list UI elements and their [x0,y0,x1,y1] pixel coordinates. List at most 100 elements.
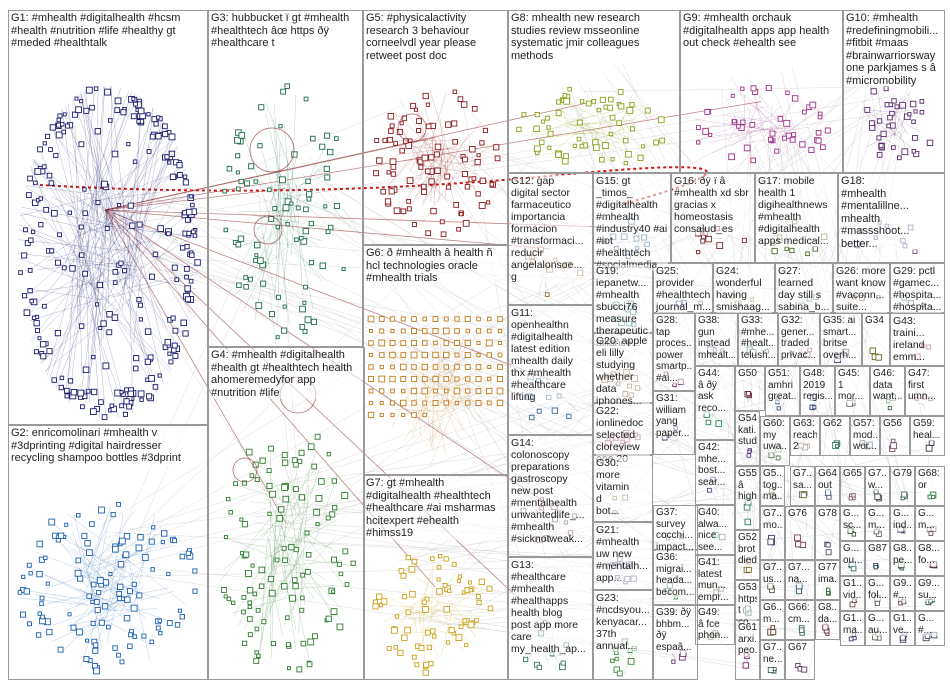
node-g7 [458,624,464,630]
node-g4 [241,595,247,600]
intra-group-edge [21,207,142,230]
node-g5 [444,173,451,180]
node-g1 [40,341,47,348]
group-box-g13: G13: #healthcare #mhealth #healthapps he… [508,557,593,680]
node-g4 [297,459,303,465]
node-g6 [421,387,429,395]
node-g6 [389,316,396,322]
node-g10 [907,112,912,117]
intra-group-edge [110,86,134,291]
group-label-g87: G87 [868,543,887,555]
node-g3 [276,294,281,300]
intra-group-edge [264,519,337,560]
intra-group-edge [668,439,678,448]
node-g11 [566,413,572,419]
node-g65 [848,496,853,501]
node-g1 [23,227,28,233]
node-g1 [51,209,58,217]
intra-group-edge [265,102,301,197]
node-g2 [45,581,50,586]
node-g2 [174,622,181,628]
node-g6 [400,340,407,346]
node-g6 [411,412,417,418]
node-g3 [260,280,267,287]
node-g4 [245,570,252,577]
hub-edge [104,188,286,211]
node-g4 [281,545,287,551]
intra-group-edge [275,170,278,180]
intra-group-edge [104,588,168,601]
intra-group-edge [449,168,460,184]
intra-group-edge [278,544,313,588]
intra-group-edge [259,480,291,546]
node-g1 [79,404,85,410]
node-g7 [401,594,408,600]
intra-group-edge [290,215,295,256]
intra-group-edge [412,142,433,149]
group-label-g76: G76 [788,508,812,520]
node-g7 [468,587,473,593]
intra-group-edge [87,279,172,370]
node-g2 [36,540,44,548]
intra-group-edge [80,87,121,249]
node-g8 [618,103,625,110]
group-box-g44: G44: â ðÿ ask reco... [695,366,735,440]
node-g6 [389,400,396,406]
node-g1 [61,265,67,271]
group-label-g15: G15: gt _timos_ #digitalhealth #mhealth … [596,175,668,271]
group-label-g1: G1: #mhealth #digitalhealth #hcsm #healt… [11,12,205,50]
node-g4 [268,445,274,452]
node-g67 [801,666,808,673]
node-g8 [610,157,615,162]
intra-group-edge [72,531,100,608]
intra-group-edge [436,377,464,430]
node-g5 [416,128,422,133]
node-g5 [380,188,386,195]
intra-group-edge [545,115,613,138]
node-g1 [69,265,76,272]
node-g5 [406,206,412,212]
node-g2 [161,530,168,537]
group-box-g14: G14: colonoscopy preparations gastroscop… [508,435,593,557]
node-g1 [57,232,62,238]
node-g5 [376,157,383,164]
group-label-g28: G28: tap proces... power smartp... #ai..… [656,315,692,384]
node-g4 [270,641,276,647]
node-g1 [106,310,113,318]
node-g8 [629,126,636,132]
node-g4 [306,661,313,668]
node-g6 [401,388,406,394]
intra-group-edge [737,91,780,130]
node-g9 [730,93,735,98]
group-label-g54: G54: kati... study [738,413,757,448]
intra-group-edge [448,614,484,617]
node-g7 [445,640,451,645]
node-g3 [310,135,316,142]
group-box-g68: G68: or [915,466,945,506]
node-g3 [303,284,308,290]
hub-edge [104,101,595,211]
group-box-g83: G... ind... [890,506,915,541]
intra-group-edge [671,652,676,660]
node-g9 [799,141,806,148]
node-g2 [96,590,102,596]
intra-group-edge [81,139,175,210]
node-g70 [772,667,777,671]
node-g7 [378,603,384,608]
node-g1 [78,141,85,148]
node-g6 [476,340,481,346]
intra-group-edge [275,150,299,246]
intra-group-edge [87,544,176,567]
intra-group-edge [438,149,443,203]
intra-group-edge [293,470,319,548]
node-g6 [454,328,460,334]
group-label-g66: G66: cm... [788,602,812,625]
node-g3 [300,237,308,245]
intra-group-edge [128,559,150,661]
intra-group-edge [283,242,289,285]
node-g9 [702,128,710,135]
node-g7 [380,598,388,605]
node-g66 [799,627,805,633]
intra-group-edge [754,105,784,135]
node-g5 [416,118,422,124]
